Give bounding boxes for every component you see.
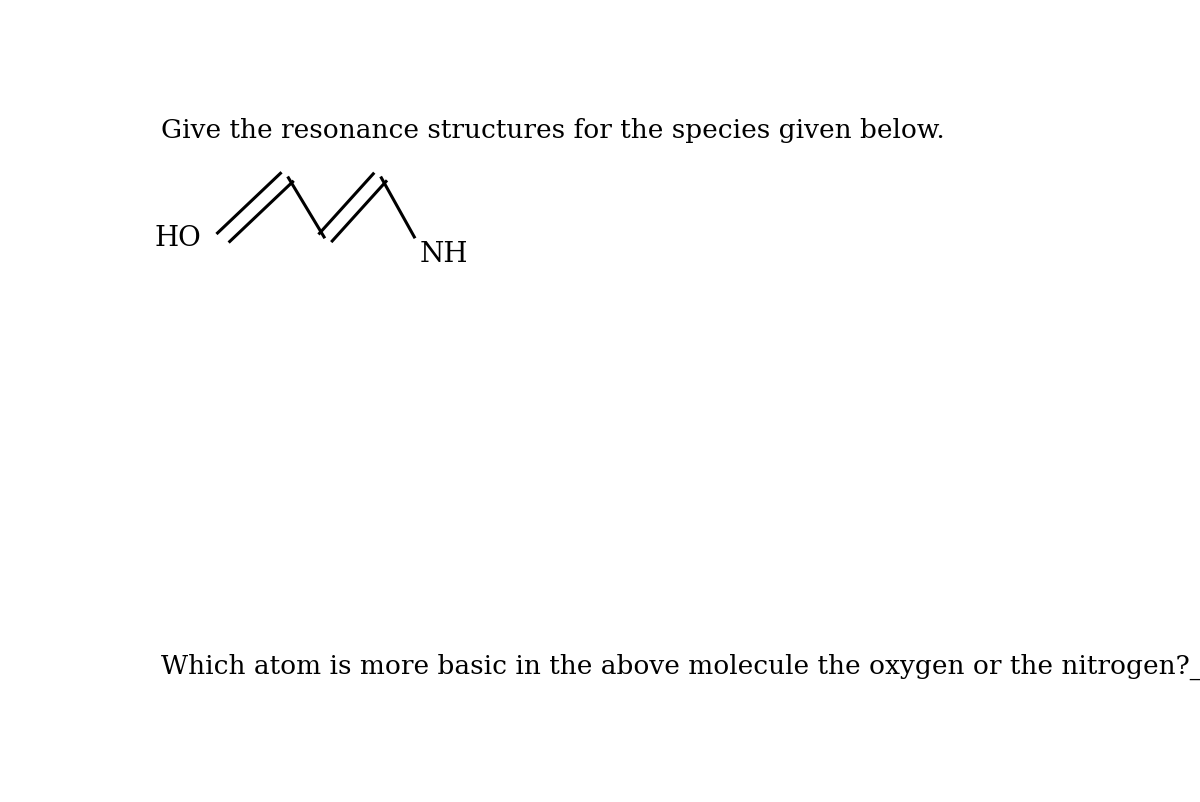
Text: HO: HO	[155, 225, 202, 252]
Text: Which atom is more basic in the above molecule the oxygen or the nitrogen?______: Which atom is more basic in the above mo…	[161, 654, 1200, 680]
Text: NH: NH	[420, 241, 468, 269]
Text: Give the resonance structures for the species given below.: Give the resonance structures for the sp…	[161, 118, 944, 143]
